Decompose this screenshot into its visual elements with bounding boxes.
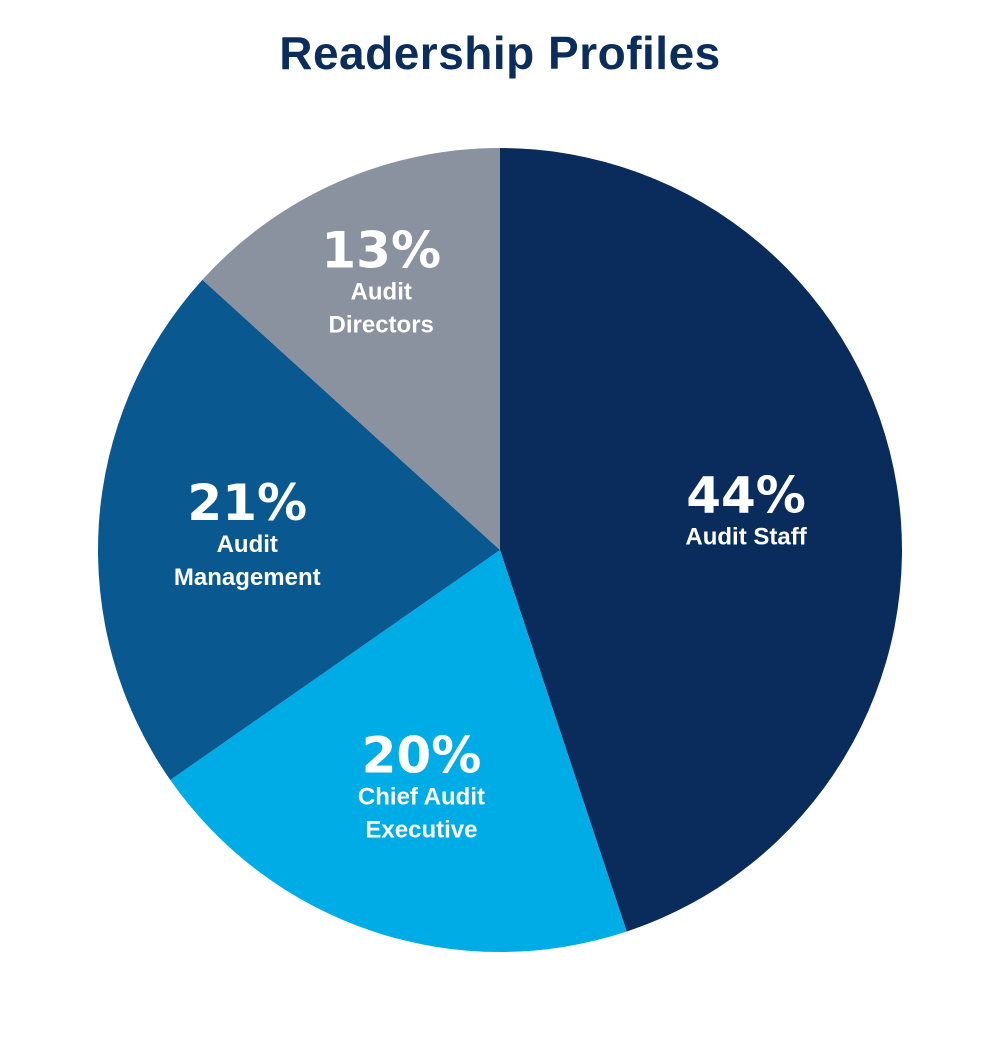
chart-title: Readership Profiles [279, 27, 721, 79]
pie-slice-2 [98, 279, 500, 780]
slice-category-label-1-1: Executive [365, 817, 477, 844]
pie-slice-1 [170, 550, 627, 952]
slice-category-label-2-1: Management [174, 564, 321, 591]
pie-slice-3 [202, 148, 500, 550]
slice-category-label-2-0: Audit [217, 531, 278, 558]
pie-slices [98, 148, 902, 952]
slice-value-label-2: 21% [187, 474, 307, 532]
slice-value-label-3: 13% [321, 222, 441, 280]
slice-category-label-3-1: Directors [329, 312, 434, 339]
slice-value-label-1: 20% [362, 727, 482, 785]
slice-category-label-0-0: Audit Staff [685, 524, 807, 551]
pie-labels: 44%Audit Staff 20%Chief Audit Executive 21%… [174, 222, 808, 844]
pie-slice-0 [500, 148, 902, 932]
slice-category-label-1-0: Chief Audit [358, 784, 485, 811]
slice-value-label-0: 44% [686, 467, 806, 525]
slice-category-label-3-0: Audit [351, 279, 412, 306]
